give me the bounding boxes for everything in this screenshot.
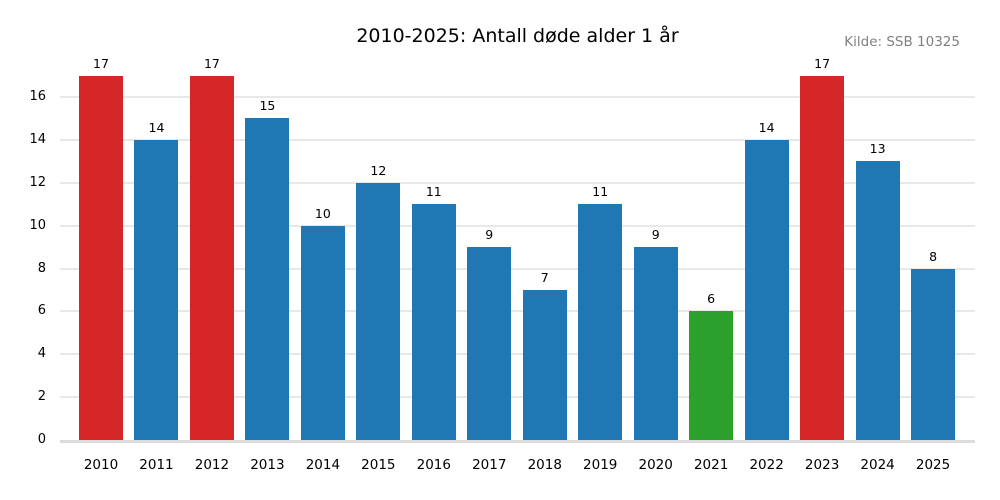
- source-label: Kilde: SSB 10325: [844, 34, 960, 50]
- bar-value-label-2014: 10: [314, 205, 331, 221]
- x-tick-label-2023: 2023: [804, 457, 840, 473]
- bar-2022: [744, 139, 789, 440]
- bar-value-label-2020: 9: [651, 227, 660, 243]
- bar-value-label-2018: 7: [540, 269, 549, 285]
- y-tick-label-0: 0: [37, 432, 46, 447]
- x-tick-label-2021: 2021: [693, 457, 729, 473]
- gridline-14: [60, 138, 975, 141]
- bar-value-label-2021: 6: [707, 291, 716, 307]
- x-tick-label-2020: 2020: [638, 457, 673, 473]
- bar-2023: [800, 75, 845, 440]
- x-tick-label-2018: 2018: [527, 457, 562, 473]
- bar-2021: [689, 311, 734, 440]
- gridline-12: [60, 181, 975, 184]
- bar-value-label-2022: 14: [758, 119, 775, 135]
- gridline-6: [60, 310, 975, 313]
- x-tick-label-2022: 2022: [749, 457, 784, 473]
- x-tick-label-2012: 2012: [194, 457, 230, 473]
- x-tick-label-2024: 2024: [860, 457, 895, 473]
- bar-value-label-2016: 11: [425, 184, 442, 200]
- bar-2024: [855, 161, 900, 440]
- bar-2018: [522, 289, 567, 440]
- y-tick-label-8: 8: [37, 260, 46, 276]
- bar-value-label-2012: 17: [203, 55, 220, 71]
- bar-value-label-2024: 13: [869, 141, 886, 157]
- bar-value-label-2017: 9: [485, 227, 494, 243]
- x-axis-line: [60, 440, 975, 443]
- y-tick-label-14: 14: [29, 131, 46, 147]
- gridline-10: [60, 224, 975, 227]
- x-tick-label-2011: 2011: [139, 457, 174, 473]
- bar-value-label-2025: 8: [929, 248, 938, 264]
- y-tick-label-10: 10: [29, 217, 46, 233]
- bar-2019: [578, 204, 623, 440]
- bar-value-label-2019: 11: [592, 184, 609, 200]
- x-tick-label-2017: 2017: [472, 457, 507, 473]
- bar-value-label-2013: 15: [259, 98, 276, 114]
- y-tick-label-16: 16: [29, 89, 46, 104]
- bar-2017: [467, 247, 512, 440]
- bar-2013: [245, 118, 290, 440]
- x-tick-label-2015: 2015: [361, 457, 396, 473]
- bar-value-label-2015: 12: [370, 162, 387, 178]
- bar-value-label-2011: 14: [148, 119, 165, 135]
- chart-title: 2010-2025: Antall døde alder 1 år: [356, 25, 679, 47]
- gridline-16: [60, 96, 975, 98]
- bar-2014: [300, 225, 345, 440]
- bar-value-label-2010: 17: [93, 55, 109, 71]
- bar-2012: [189, 75, 234, 440]
- x-tick-label-2016: 2016: [416, 457, 451, 473]
- gridline-4: [60, 353, 975, 356]
- y-tick-label-2: 2: [37, 389, 46, 405]
- x-tick-label-2025: 2025: [915, 457, 951, 473]
- x-tick-label-2010: 2010: [83, 457, 119, 473]
- x-tick-label-2019: 2019: [583, 457, 618, 473]
- bar-2025: [911, 268, 956, 440]
- y-tick-label-6: 6: [37, 303, 46, 319]
- bar-2016: [411, 204, 456, 440]
- bar-2020: [633, 247, 678, 440]
- bar-2010: [79, 75, 123, 440]
- x-tick-label-2014: 2014: [305, 457, 341, 473]
- bar-2011: [134, 139, 179, 440]
- x-tick-label-2013: 2013: [250, 457, 285, 473]
- gridline-2: [60, 396, 975, 399]
- gridline-8: [60, 267, 975, 270]
- y-tick-label-4: 4: [37, 346, 46, 362]
- y-tick-label-12: 12: [29, 174, 46, 190]
- bar-value-label-2023: 17: [814, 55, 831, 71]
- bar-2015: [356, 182, 401, 440]
